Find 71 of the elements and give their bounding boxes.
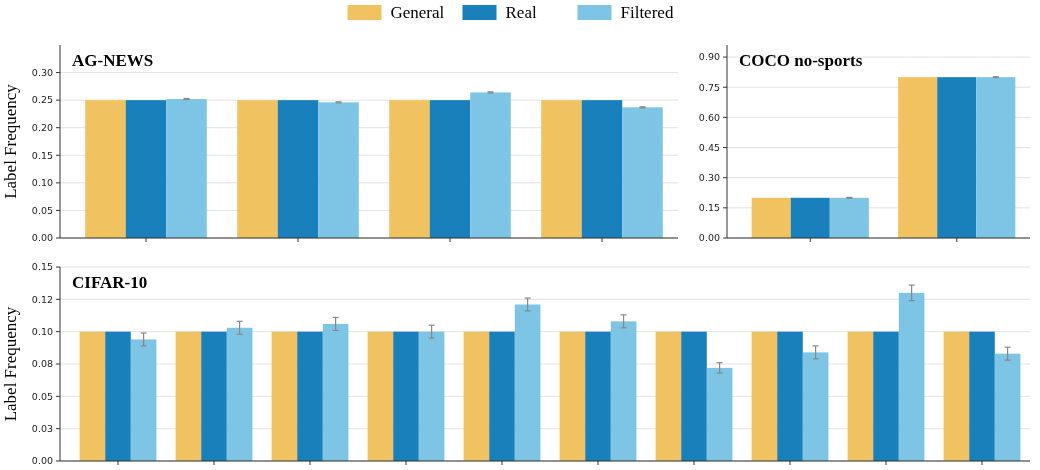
legend-label: Real	[505, 2, 537, 22]
bar	[237, 100, 278, 238]
y-tick-label: 0.10	[31, 177, 53, 189]
y-tick-label: 0.03	[31, 422, 53, 434]
legend-label: General	[390, 2, 445, 22]
y-axis-title: Label Frequency	[1, 306, 20, 422]
bar	[802, 352, 829, 461]
bar	[943, 331, 970, 461]
bar	[85, 100, 126, 238]
y-tick-label: 0.75	[698, 81, 720, 93]
bar	[297, 331, 323, 461]
bar	[559, 331, 586, 461]
bar	[581, 100, 623, 238]
bar	[175, 331, 202, 461]
y-tick-label: 0.15	[698, 202, 720, 214]
bar	[367, 331, 394, 461]
bar	[429, 100, 471, 238]
bar	[166, 99, 207, 238]
bar	[969, 331, 995, 461]
legend-label: Filtered	[620, 2, 674, 22]
y-axis-title: Label Frequency	[1, 83, 20, 199]
y-tick-label: 0.05	[31, 390, 53, 402]
bar	[322, 323, 349, 461]
bar	[125, 100, 167, 238]
bar	[418, 331, 445, 461]
bar	[318, 102, 359, 238]
y-tick-label: 0.15	[31, 149, 53, 161]
chart-title: CIFAR-10	[72, 273, 148, 292]
chart-title: AG-NEWS	[72, 51, 154, 70]
y-tick-label: 0.25	[31, 94, 53, 106]
y-tick-label: 0.20	[31, 122, 53, 134]
bar	[610, 321, 637, 461]
bar	[79, 331, 106, 461]
y-tick-label: 0.45	[698, 141, 720, 153]
bar	[655, 331, 682, 461]
bar	[489, 331, 515, 461]
bar	[706, 367, 733, 461]
bar	[389, 100, 430, 238]
y-tick-label: 0.60	[698, 111, 720, 123]
y-tick-label: 0.90	[698, 51, 720, 63]
bar	[847, 331, 874, 461]
y-tick-label: 0.00	[31, 455, 53, 467]
bar	[393, 331, 419, 461]
bar	[514, 304, 541, 461]
y-tick-label: 0.10	[31, 325, 53, 337]
bar	[271, 331, 298, 461]
y-tick-label: 0.30	[31, 66, 53, 78]
y-tick-label: 0.08	[31, 358, 53, 370]
bar	[751, 331, 778, 461]
bar	[541, 100, 582, 238]
bar	[777, 331, 803, 461]
bar	[105, 331, 131, 461]
chart-title: COCO no-sports	[739, 51, 863, 70]
bar	[463, 331, 490, 461]
y-tick-label: 0.00	[698, 232, 720, 244]
bar	[201, 331, 227, 461]
y-tick-label: 0.15	[31, 261, 53, 273]
bar	[470, 92, 511, 238]
bar	[130, 339, 157, 461]
bar	[226, 327, 253, 461]
y-tick-label: 0.00	[31, 232, 53, 244]
bar	[994, 353, 1021, 461]
bar	[898, 292, 925, 461]
bar	[681, 331, 707, 461]
bar	[622, 107, 663, 238]
bar	[585, 331, 611, 461]
y-tick-label: 0.30	[698, 172, 720, 184]
y-tick-label: 0.05	[31, 204, 53, 216]
bar	[277, 100, 319, 238]
bar	[873, 331, 899, 461]
y-tick-label: 0.12	[31, 293, 53, 305]
